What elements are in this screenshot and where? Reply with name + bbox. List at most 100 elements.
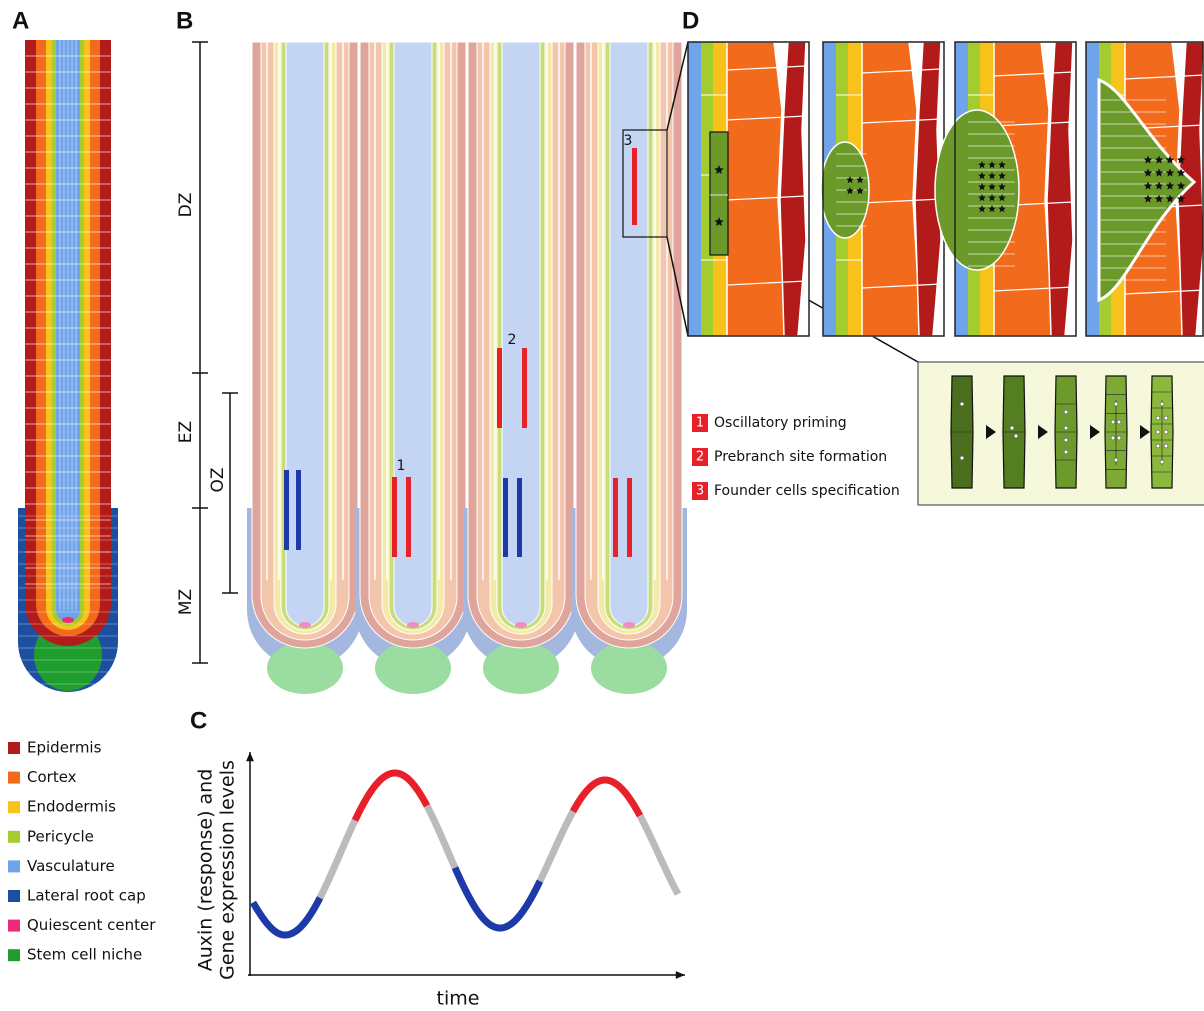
cell-wall (861, 283, 942, 289)
expression-mark (613, 478, 618, 557)
expression-curve (636, 814, 682, 896)
marker-number: 3 (624, 133, 633, 149)
cell-wall (993, 286, 1074, 292)
step-label: Oscillatory priming (714, 415, 847, 431)
expression-curve (249, 896, 324, 939)
legend-label: Endodermis (27, 798, 116, 816)
nucleus (1113, 457, 1119, 463)
expression-mark (284, 470, 289, 550)
expression-curve (451, 866, 544, 932)
founder-cell-star (998, 205, 1006, 213)
cell-wall (726, 115, 807, 121)
stem-cell-niche (483, 642, 559, 694)
step-badge (692, 448, 708, 466)
nucleus (1113, 401, 1119, 407)
step-number: 1 (696, 416, 704, 431)
legend-label: Cortex (27, 768, 77, 786)
quiescent-center (515, 622, 527, 628)
panel-label: D (682, 7, 699, 34)
founder-cell-star (988, 161, 996, 169)
founder-cell-star (978, 183, 986, 191)
legend-swatch (8, 801, 20, 814)
panel-label: C (190, 707, 207, 734)
expression-mark (503, 478, 508, 557)
quiescent-center (407, 622, 419, 628)
expression-mark (632, 148, 637, 225)
step-label: Founder cells specification (714, 483, 900, 499)
cell-wall (726, 280, 807, 286)
nucleus (1110, 435, 1116, 441)
nucleus (1163, 429, 1169, 435)
stem-cell-niche (267, 642, 343, 694)
zone-label: EZ (176, 421, 196, 443)
tissue-layer (285, 41, 325, 627)
step-arrow (1140, 425, 1150, 439)
marker-number: 1 (397, 458, 406, 474)
legend-label: Vasculature (27, 857, 115, 875)
legend-label: Pericycle (27, 827, 94, 845)
founder-cell-star (846, 187, 854, 195)
cell-wall (1124, 74, 1204, 80)
expression-mark (497, 348, 502, 428)
founder-cell-star (1143, 194, 1153, 203)
legend-swatch (8, 890, 20, 902)
founder-cell-star (998, 172, 1006, 180)
founder-cell-star (978, 161, 986, 169)
founder-cell-star (1143, 155, 1153, 164)
nucleus (1163, 443, 1169, 449)
step-arrow (1038, 425, 1048, 439)
zoom-frame (1085, 41, 1204, 337)
expression-curve (569, 776, 644, 818)
expression-curve (423, 804, 459, 870)
nucleus (1009, 425, 1015, 431)
founder-cell-star (988, 183, 996, 191)
stem-cell-niche (591, 642, 667, 694)
founder-cell-star (1176, 181, 1186, 190)
expression-mark (392, 477, 397, 557)
step-arrow (986, 425, 996, 439)
y-axis-label: Gene expression levels (217, 760, 239, 980)
founder-cell-star (1154, 168, 1164, 177)
legend-swatch (8, 919, 20, 932)
legend-swatch (8, 771, 20, 784)
vasculature (688, 42, 701, 336)
expression-mark (522, 348, 527, 428)
legend-swatch (8, 830, 20, 843)
nucleus (1155, 443, 1161, 449)
nucleus (959, 455, 965, 461)
zoom-line (666, 236, 689, 337)
legend-label: Epidermis (27, 739, 102, 757)
tissue-layer (393, 41, 433, 627)
step-arrow (1090, 425, 1100, 439)
founder-cell-star (856, 187, 864, 195)
nucleus (1159, 401, 1165, 407)
marker-number: 2 (508, 332, 517, 348)
zoom-frame (687, 41, 810, 337)
legend-swatch (8, 949, 20, 962)
founder-cell-star (1143, 181, 1153, 190)
founder-cell-star (1154, 181, 1164, 190)
nucleus (1116, 419, 1122, 425)
zone-label: MZ (176, 589, 196, 615)
legend-swatch (8, 742, 20, 754)
founder-cell-star (1165, 168, 1175, 177)
founder-cell-star (1154, 155, 1164, 164)
founder-cell-star (1165, 155, 1175, 164)
zoom-line (666, 41, 689, 131)
cell-wall (726, 65, 807, 71)
vasculature (1086, 42, 1099, 336)
cell-wall (1124, 289, 1204, 295)
nucleus (1159, 459, 1165, 465)
step-badge (692, 482, 708, 500)
founder-cell-star (978, 205, 986, 213)
founder-cell-star (978, 172, 986, 180)
founder-cell-star (1176, 194, 1186, 203)
quiescent-center (62, 617, 74, 623)
quiescent-center (299, 622, 311, 628)
cell-wall (993, 121, 1074, 127)
cell-wall (861, 118, 942, 124)
expression-curve (536, 809, 577, 883)
zone-label: DZ (176, 193, 196, 218)
nucleus (1063, 449, 1069, 455)
